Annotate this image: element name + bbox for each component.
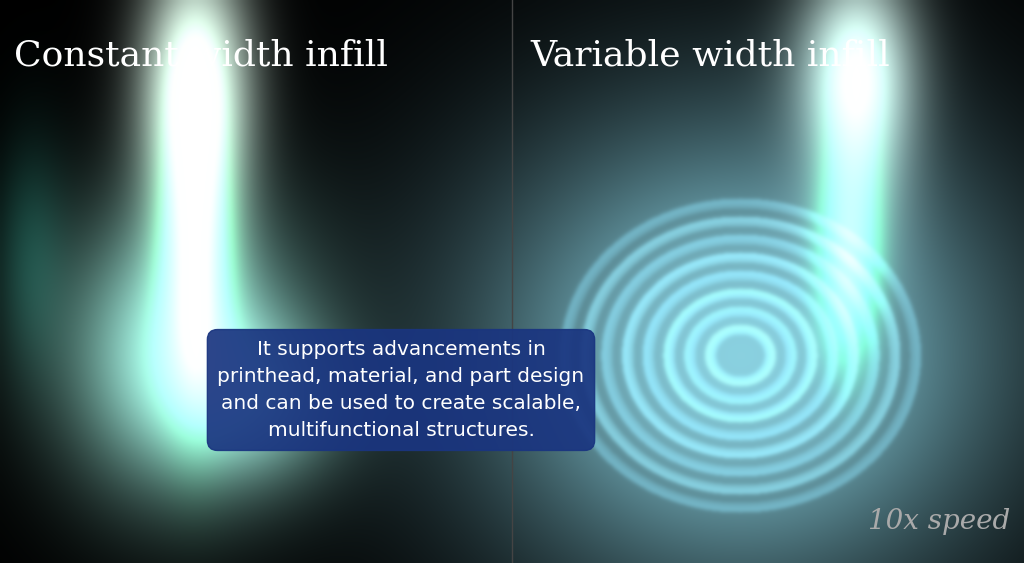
Text: 10x speed: 10x speed [867, 508, 1010, 535]
Text: Constant width infill: Constant width infill [14, 38, 388, 72]
Text: Variable width infill: Variable width infill [530, 38, 890, 72]
Text: It supports advancements in
printhead, material, and part design
and can be used: It supports advancements in printhead, m… [217, 339, 585, 440]
